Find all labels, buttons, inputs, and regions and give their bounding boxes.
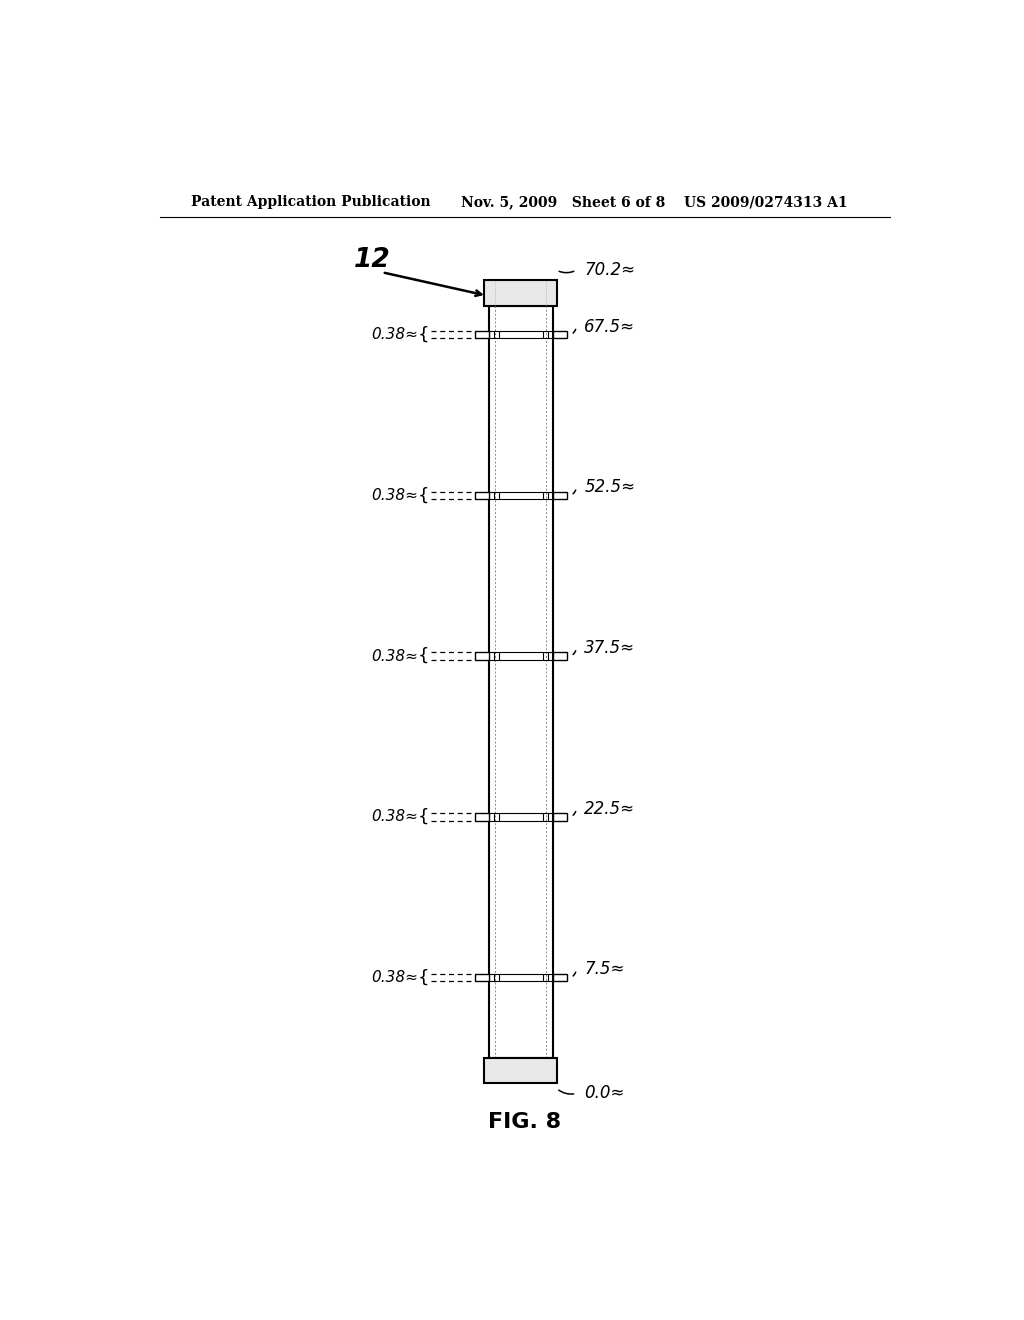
Bar — [475, 974, 489, 981]
Text: Patent Application Publication: Patent Application Publication — [191, 195, 431, 209]
Text: 67.5≈: 67.5≈ — [585, 318, 635, 335]
Text: {: { — [418, 808, 430, 826]
Text: 0.0≈: 0.0≈ — [585, 1085, 625, 1102]
Text: 0.38≈: 0.38≈ — [371, 488, 418, 503]
Bar — [475, 331, 489, 338]
Text: Nov. 5, 2009   Sheet 6 of 8: Nov. 5, 2009 Sheet 6 of 8 — [461, 195, 666, 209]
Text: {: { — [418, 647, 430, 665]
Bar — [475, 492, 489, 499]
Text: 7.5≈: 7.5≈ — [585, 961, 625, 978]
Bar — [484, 1057, 557, 1084]
Text: 70.2≈: 70.2≈ — [585, 261, 635, 280]
Bar — [484, 280, 557, 306]
Bar — [553, 813, 567, 821]
Text: 0.38≈: 0.38≈ — [371, 809, 418, 825]
Text: 0.38≈: 0.38≈ — [371, 648, 418, 664]
Bar — [553, 652, 567, 660]
Text: 12: 12 — [354, 247, 391, 273]
Text: FIG. 8: FIG. 8 — [488, 1111, 561, 1133]
Bar — [489, 306, 553, 1057]
Bar — [553, 331, 567, 338]
Text: 37.5≈: 37.5≈ — [585, 639, 635, 657]
Text: {: { — [418, 969, 430, 986]
Bar — [553, 974, 567, 981]
Text: 0.38≈: 0.38≈ — [371, 970, 418, 985]
Text: US 2009/0274313 A1: US 2009/0274313 A1 — [684, 195, 847, 209]
Text: 52.5≈: 52.5≈ — [585, 478, 635, 496]
Text: {: { — [418, 326, 430, 343]
Bar — [475, 652, 489, 660]
Text: 22.5≈: 22.5≈ — [585, 800, 635, 817]
Bar — [475, 813, 489, 821]
Bar — [553, 492, 567, 499]
Text: {: { — [418, 486, 430, 504]
Text: 0.38≈: 0.38≈ — [371, 327, 418, 342]
